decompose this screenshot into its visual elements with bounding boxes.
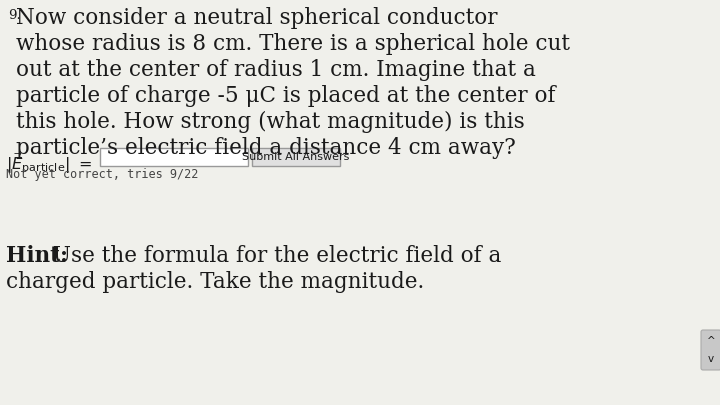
Text: Hint:: Hint: <box>6 245 68 267</box>
Text: Use the formula for the electric field of a: Use the formula for the electric field o… <box>46 245 501 267</box>
Text: out at the center of radius 1 cm. Imagine that a: out at the center of radius 1 cm. Imagin… <box>16 59 536 81</box>
Text: particle’s electric field a distance 4 cm away?: particle’s electric field a distance 4 c… <box>16 137 516 159</box>
Text: Submit All Answers: Submit All Answers <box>243 152 350 162</box>
Text: v: v <box>708 354 714 364</box>
FancyBboxPatch shape <box>701 330 720 370</box>
Text: ^: ^ <box>706 336 716 346</box>
Text: Now consider a neutral spherical conductor: Now consider a neutral spherical conduct… <box>16 7 498 29</box>
Text: whose radius is 8 cm. There is a spherical hole cut: whose radius is 8 cm. There is a spheric… <box>16 33 570 55</box>
Text: charged particle. Take the magnitude.: charged particle. Take the magnitude. <box>6 271 424 293</box>
FancyBboxPatch shape <box>252 148 340 166</box>
Text: Not yet correct, tries 9/22: Not yet correct, tries 9/22 <box>6 168 199 181</box>
Text: particle of charge -5 μC is placed at the center of: particle of charge -5 μC is placed at th… <box>16 85 556 107</box>
Text: 9.: 9. <box>8 9 21 22</box>
FancyBboxPatch shape <box>100 148 248 166</box>
Text: $|\vec{E}_{\mathrm{particle}}|$$\ =$: $|\vec{E}_{\mathrm{particle}}|$$\ =$ <box>6 150 92 176</box>
Text: this hole. How strong (what magnitude) is this: this hole. How strong (what magnitude) i… <box>16 111 525 133</box>
